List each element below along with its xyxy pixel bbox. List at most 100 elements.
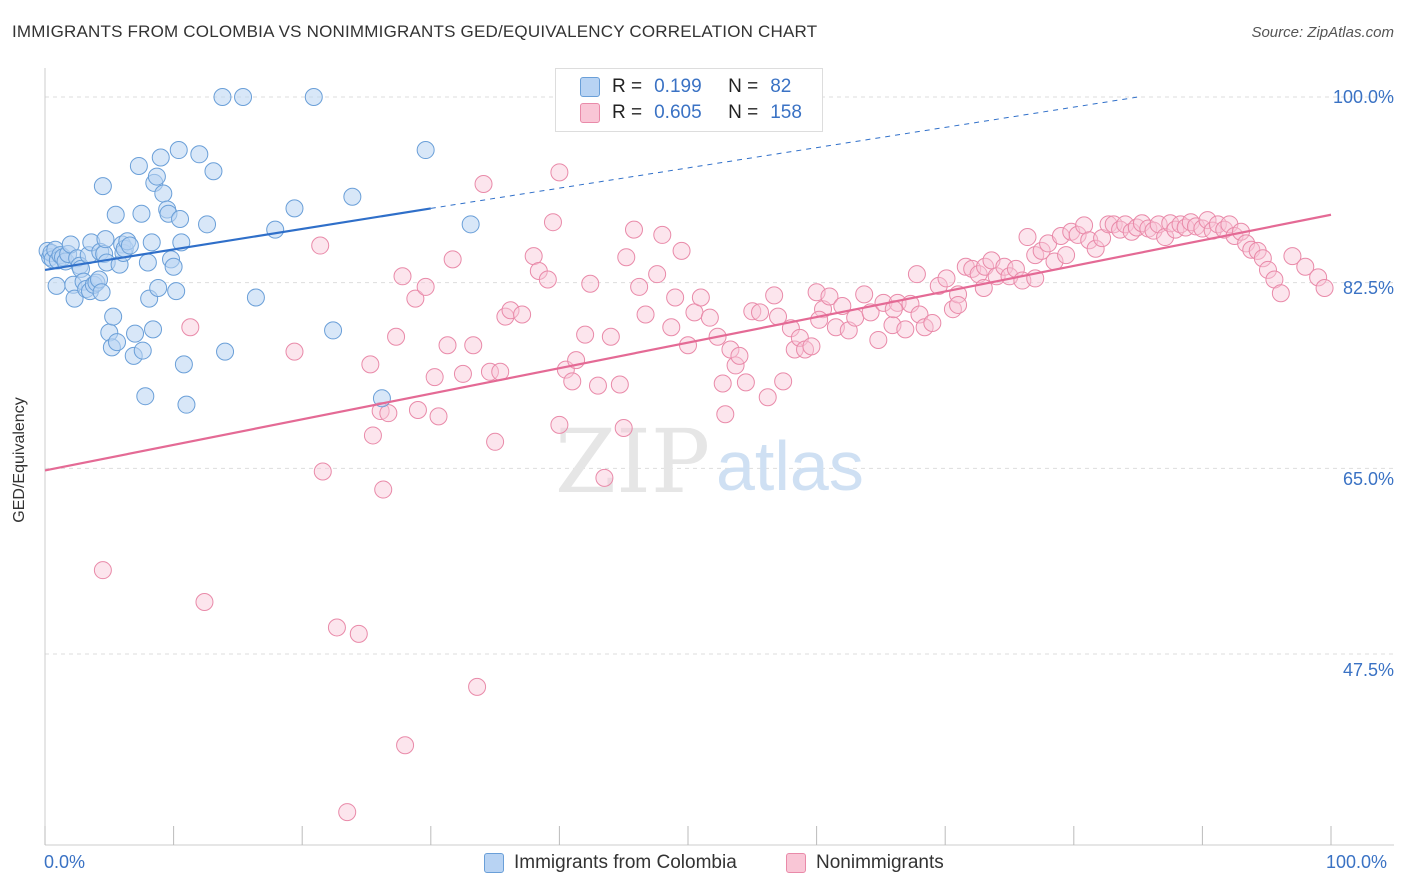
legend-label-nonimmigrants: Nonimmigrants <box>816 852 944 873</box>
colombia-point <box>138 253 157 272</box>
y-tick-label: 65.0% <box>1342 469 1394 489</box>
legend-item-nonimmigrants[interactable]: Nonimmigrants <box>786 852 944 874</box>
nonimmigrant-point <box>1258 260 1277 279</box>
nonimmigrant-point <box>379 404 398 423</box>
colombia-point <box>343 187 362 206</box>
colombia-point <box>144 320 163 339</box>
colombia-point <box>154 184 173 203</box>
nonimmigrant-point <box>736 373 755 392</box>
nonimmigrant-point <box>679 336 697 355</box>
nonimmigrant-point <box>662 318 681 337</box>
y-tick-label: 100.0% <box>1332 87 1394 107</box>
nonimmigrant-trend-line <box>44 213 1332 472</box>
colombia-point <box>169 141 188 160</box>
nonimmigrant-point <box>726 356 745 375</box>
pink-series <box>93 163 1334 822</box>
nonimmigrant-point <box>550 163 569 182</box>
legend-n-label: N = <box>728 76 759 97</box>
colombia-point <box>167 282 186 301</box>
nonimmigrant-point <box>820 287 839 306</box>
colombia-point <box>416 141 435 160</box>
colombia-point <box>104 307 123 326</box>
legend-item-colombia[interactable]: Immigrants from Colombia <box>484 852 737 874</box>
nonimmigrant-point <box>1283 247 1302 266</box>
colombia-point <box>120 236 139 255</box>
nonimmigrant-point <box>1086 239 1105 258</box>
legend-r-value: 0.199 <box>654 76 702 97</box>
trend-lines <box>44 96 1332 472</box>
stats-legend: R = 0.199 N = 82 R = 0.605 N = 158 <box>555 68 823 132</box>
y-tick-label: 47.5% <box>1342 660 1394 680</box>
chart-title: IMMIGRANTS FROM COLOMBIA VS NONIMMIGRANT… <box>12 22 818 41</box>
watermark-atlas: atlas <box>716 427 864 505</box>
nonimmigrant-point <box>363 426 382 445</box>
nonimmigrant-point <box>425 368 444 387</box>
nonimmigrant-point <box>716 405 735 424</box>
nonimmigrant-point <box>374 480 393 499</box>
nonimmigrant-point <box>93 561 112 580</box>
nonimmigrant-point <box>438 336 457 355</box>
nonimmigrant-point <box>550 415 569 434</box>
nonimmigrant-point <box>855 285 874 304</box>
nonimmigrant-point <box>810 310 829 329</box>
nonimmigrant-point <box>691 288 710 307</box>
nonimmigrant-point <box>653 225 672 244</box>
nonimmigrant-point <box>416 277 435 296</box>
nonimmigrant-point <box>327 618 346 637</box>
nonimmigrant-point <box>1271 284 1290 303</box>
nonimmigrant-point <box>468 677 487 696</box>
nonimmigrant-point <box>614 419 633 438</box>
legend-row-pink: R = 0.605 N = 158 <box>580 101 802 125</box>
nonimmigrant-point <box>338 803 357 822</box>
colombia-point <box>151 148 170 167</box>
nonimmigrant-point <box>408 400 427 419</box>
nonimmigrant-point <box>896 320 915 339</box>
nonimmigrant-point <box>1309 268 1328 287</box>
nonimmigrant-point <box>595 468 614 487</box>
nonimmigrant-point <box>538 270 557 289</box>
nonimmigrant-point <box>1253 249 1272 268</box>
colombia-point <box>216 342 235 361</box>
nonimmigrant-point <box>937 269 956 288</box>
legend-n-value: 158 <box>770 102 802 123</box>
legend-r-label: R = <box>612 76 643 97</box>
legend-swatch-pink <box>580 103 600 123</box>
colombia-point <box>149 278 168 297</box>
legend-r-label: R = <box>612 102 643 123</box>
nonimmigrant-point <box>1315 278 1334 297</box>
nonimmigrant-point <box>721 340 740 359</box>
nonimmigrant-point <box>387 327 406 346</box>
colombia-point <box>198 215 217 234</box>
colombia-point <box>132 204 151 223</box>
colombia-point <box>92 283 111 302</box>
colombia-point <box>108 333 127 352</box>
x-axis-max-label: 100.0% <box>1326 852 1388 872</box>
legend-swatch-blue <box>484 853 504 873</box>
nonimmigrant-point <box>969 265 988 284</box>
nonimmigrant-point <box>923 313 942 332</box>
colombia-point <box>147 167 166 186</box>
nonimmigrant-point <box>311 236 330 255</box>
series-legend: Immigrants from Colombia Nonimmigrants <box>0 852 1406 878</box>
nonimmigrant-point <box>758 388 777 407</box>
nonimmigrant-point <box>543 213 562 232</box>
nonimmigrant-point <box>636 305 655 324</box>
legend-n-value: 82 <box>770 76 792 97</box>
nonimmigrant-point <box>713 374 732 393</box>
legend-row-blue: R = 0.199 N = 82 <box>580 75 791 99</box>
nonimmigrant-point <box>453 364 472 383</box>
nonimmigrant-point <box>486 432 505 451</box>
nonimmigrant-point <box>610 375 629 394</box>
colombia-point <box>93 177 112 196</box>
colombia-point <box>65 289 84 308</box>
nonimmigrant-point <box>443 250 462 269</box>
nonimmigrant-point <box>474 174 493 193</box>
nonimmigrant-point <box>576 325 595 344</box>
nonimmigrant-point <box>1018 228 1037 247</box>
nonimmigrant-point <box>929 276 948 295</box>
nonimmigrant-point <box>1057 246 1076 265</box>
watermark-zip: ZIP <box>555 410 710 513</box>
nonimmigrant-point <box>361 355 380 374</box>
colombia-point <box>136 387 155 406</box>
